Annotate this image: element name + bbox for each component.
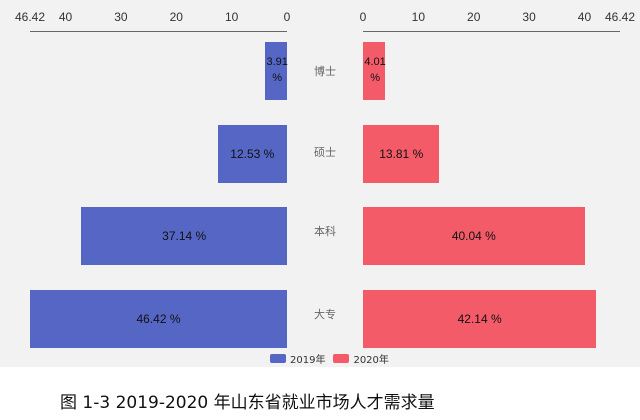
bar-value-label: 4.01 %: [364, 56, 386, 84]
bar-2019: 3.91 %: [265, 42, 288, 100]
bar-value-label: 13.81 %: [379, 147, 424, 161]
left-axis-line: [30, 31, 287, 32]
left-tick-label: 30: [114, 10, 128, 24]
right-axis-line: [363, 31, 620, 32]
bar-value-label: 46.42 %: [136, 312, 181, 326]
right-tick-label: 40: [577, 10, 592, 24]
legend-label: 2020年: [353, 355, 389, 366]
bar-2020: 40.04 %: [363, 207, 585, 265]
bar-2019: 37.14 %: [81, 207, 287, 265]
bar-value-label: 12.53 %: [230, 147, 275, 161]
right-tick-label: 0: [359, 10, 367, 24]
left-tick-label: 46.42: [14, 10, 46, 24]
left-tick-label: 40: [58, 10, 73, 24]
legend: 2019年 2020年: [270, 351, 393, 366]
right-tick-label: 10: [411, 10, 426, 24]
bar-value-label: 42.14 %: [457, 312, 502, 326]
left-tick-label: 20: [169, 10, 183, 24]
left-tick-label: 0: [283, 10, 291, 24]
category-label: 硕士: [314, 146, 336, 159]
legend-swatch: [270, 354, 286, 363]
bar-2020: 42.14 %: [363, 290, 597, 348]
right-tick-label: 20: [467, 10, 481, 24]
figure-caption: 图 1-3 2019-2020 年山东省就业市场人才需求量: [60, 393, 435, 413]
bar-2019: 46.42 %: [30, 290, 287, 348]
category-label: 本科: [314, 225, 336, 238]
legend-label: 2019年: [290, 355, 326, 366]
bar-2020: 13.81 %: [363, 125, 440, 183]
bar-value-label: 37.14 %: [162, 229, 207, 243]
legend-swatch: [333, 354, 350, 363]
category-label: 博士: [314, 65, 336, 78]
chart-area: 0 0 10 10 20 20 30 30 40 40 46.42 46.42 博士 3.91 % 4.01…: [0, 0, 640, 367]
left-tick-label: 10: [224, 10, 239, 24]
bar-2020: 4.01 %: [363, 42, 386, 100]
right-tick-label: 46.42: [604, 10, 636, 24]
bar-value-label: 3.91 %: [266, 56, 288, 84]
bar-value-label: 40.04 %: [451, 229, 496, 243]
right-tick-label: 30: [522, 10, 536, 24]
category-label: 大专: [314, 308, 336, 321]
bar-2019: 12.53 %: [217, 125, 287, 183]
